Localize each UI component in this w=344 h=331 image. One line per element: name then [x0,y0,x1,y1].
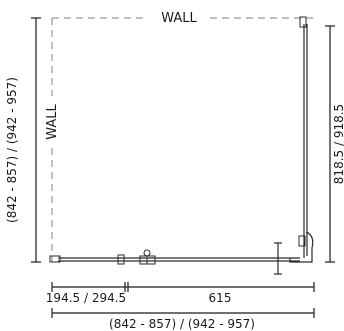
right-vertical-dimension [325,25,335,263]
left-wall-channel [49,255,61,263]
bottom-left-segment-label: 194.5 / 294.5 [46,291,126,305]
door-knob [143,249,151,257]
bottom-overall-dimension [51,308,315,318]
top-wall-label: WALL [161,11,197,26]
left-vertical-dimension [31,17,41,263]
bottom-right-segment-label: 615 [209,291,232,305]
front-panel [49,249,300,265]
right-fixed-panel [289,16,314,263]
door-roller-left [117,254,125,265]
left-wall-label: WALL [45,103,60,139]
right-vertical-dimension-label: 818.5 / 918.5 [332,104,344,184]
left-vertical-dimension-label: (842 - 857) / (942 - 957) [5,77,19,223]
bottom-overall-dimension-label: (842 - 857) / (942 - 957) [109,317,255,331]
wall-outline [51,17,318,262]
corner-profile [289,231,314,263]
corner-hinge-block [298,235,306,247]
door-handle-icon [274,242,282,275]
bottom-segment-dimension [51,282,315,292]
right-panel-wall-channel [299,16,307,28]
